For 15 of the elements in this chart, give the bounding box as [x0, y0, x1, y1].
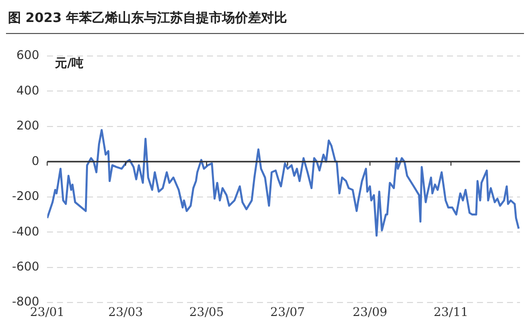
x-tick-label: 23/01 — [30, 304, 65, 319]
chart-title: 图 2023 年苯乙烯山东与江苏自提市场价差对比 — [8, 10, 288, 27]
y-tick-label: 400 — [16, 83, 40, 98]
y-tick-label: -600 — [12, 259, 40, 274]
y-tick-label: 200 — [16, 118, 40, 133]
x-tick-label: 23/07 — [270, 304, 305, 319]
x-tick-label: 23/11 — [434, 304, 468, 319]
y-tick-label: -400 — [12, 224, 40, 238]
x-tick-label: 23/09 — [352, 304, 388, 319]
x-tick-label: 23/05 — [189, 304, 224, 319]
y-tick-label: -200 — [12, 189, 40, 204]
x-tick-label: 23/03 — [108, 304, 143, 319]
y-axis-title: 元/吨 — [54, 56, 84, 70]
y-tick-label: 600 — [16, 48, 40, 62]
y-tick-label: 0 — [32, 154, 40, 168]
